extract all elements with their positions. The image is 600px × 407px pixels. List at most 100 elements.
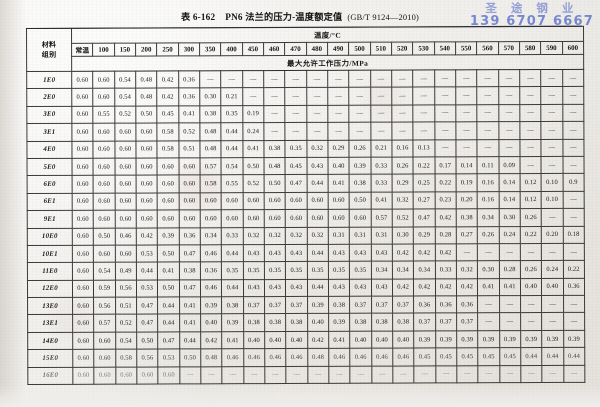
row-label-11E0: 11E0	[27, 262, 73, 281]
cell-11E0-500: 0.35	[349, 261, 372, 279]
cell-4E0-510: 0.21	[370, 139, 392, 158]
cell-12E0-300: 0.47	[179, 279, 201, 297]
cell-5E0-450: 0.50	[242, 157, 265, 176]
cell-14E0-460: 0.40	[264, 331, 287, 349]
cell-4E0-常温: 0.60	[71, 140, 94, 159]
table-row: 4E0 0.60 0.60 0.60 0.60 0.58 0.51 0.48 0.44 0.41 0…	[26, 138, 584, 159]
cell-9E1-570: 0.30	[498, 208, 521, 227]
cell-12E0-150: 0.56	[115, 279, 137, 298]
table-row: 10E1 0.60 0.60 0.60 0.53 0.50 0.47 0.46 0.44 0.43…	[27, 243, 585, 263]
table-title: 表 6-162 PN6 法兰的压力-温度额定值 (GB/T 9124—2010)	[0, 9, 600, 23]
cell-1E0-150: 0.54	[114, 71, 136, 89]
cell-4E0-570: —	[498, 139, 520, 157]
cell-13E1-300: 0.41	[179, 314, 201, 332]
cell-1E0-200: 0.48	[135, 70, 158, 89]
cell-3E0-510: —	[370, 104, 392, 123]
cell-2E0-350: 0.30	[199, 88, 222, 106]
cell-2E0-460: —	[263, 87, 286, 106]
cell-6E0-450: 0.52	[242, 174, 265, 193]
cell-6E1-250: 0.60	[157, 192, 179, 211]
cell-4E0-100: 0.60	[93, 140, 115, 159]
cell-15E0-560: 0.45	[477, 347, 500, 366]
cell-3E1-590: —	[541, 121, 563, 140]
cell-14E0-100: 0.60	[93, 332, 116, 350]
cell-14E0-490: 0.41	[328, 331, 350, 349]
cell-3E1-150: 0.60	[114, 123, 136, 141]
cell-5E0-570: 0.09	[498, 156, 520, 175]
cell-2E0-500: —	[348, 87, 371, 106]
cell-15E0-520: 0.46	[392, 348, 415, 366]
cell-10E1-510: 0.43	[370, 244, 393, 262]
row-label-13E1: 13E1	[27, 314, 73, 333]
cell-3E0-450: 0.19	[242, 105, 264, 123]
cell-1E0-530: —	[412, 69, 435, 88]
cell-6E1-490: 0.60	[328, 191, 350, 210]
cell-3E0-200: 0.50	[135, 105, 158, 124]
cell-3E1-480: —	[306, 122, 328, 140]
cell-12E0-590: 0.40	[541, 278, 564, 296]
cell-10E1-530: 0.42	[413, 243, 435, 262]
cell-9E1-600: —	[562, 208, 585, 226]
cell-6E1-510: 0.41	[370, 191, 393, 210]
column-header-250: 250	[156, 42, 179, 56]
table-row: 6E0 0.60 0.60 0.60 0.60 0.60 0.60 0.58 0.55 0.52 0…	[27, 173, 585, 194]
cell-12E0-460: 0.43	[264, 279, 286, 297]
row-label-9E1: 9E1	[27, 210, 73, 229]
cell-15E0-540: 0.45	[435, 348, 457, 366]
cell-3E1-350: 0.48	[199, 122, 222, 141]
cell-6E0-250: 0.60	[157, 175, 179, 193]
column-header-460: 460	[263, 42, 285, 56]
cell-14E0-590: 0.39	[541, 330, 564, 348]
cell-1E0-400: —	[220, 70, 243, 89]
cell-14E0-470: 0.40	[285, 331, 308, 349]
cell-6E1-560: 0.16	[477, 191, 499, 209]
cell-12E0-470: 0.43	[285, 279, 308, 297]
cell-6E0-470: 0.47	[285, 174, 307, 193]
cell-5E0-150: 0.60	[114, 158, 137, 176]
cell-10E0-300: 0.36	[178, 227, 201, 245]
row-label-6E0: 6E0	[27, 175, 73, 194]
column-header-480: 480	[306, 42, 328, 56]
cell-3E1-300: 0.52	[178, 123, 200, 141]
cell-13E1-560: —	[477, 313, 500, 331]
cell-6E1-300: 0.60	[178, 192, 201, 211]
cell-3E1-540: —	[434, 122, 456, 140]
cell-14E0-350: 0.42	[200, 331, 223, 350]
cell-6E0-580: 0.12	[519, 173, 542, 192]
cell-16E0-490: —	[328, 365, 351, 384]
cell-13E0-470: 0.37	[285, 296, 308, 314]
cell-10E1-570: —	[498, 243, 521, 261]
cell-14E0-560: 0.39	[477, 330, 500, 349]
cell-6E0-510: 0.33	[370, 174, 393, 192]
cell-16E0-300: —	[179, 366, 201, 384]
cell-12E0-400: 0.44	[221, 279, 244, 297]
column-header-590: 590	[540, 41, 563, 55]
cell-13E0-560: —	[477, 295, 500, 314]
table-row: 9E1 0.60 0.60 0.60 0.60 0.60 0.60 0.60 0.60 0.60 0…	[27, 208, 585, 229]
cell-10E0-520: 0.30	[392, 226, 414, 245]
cell-6E0-500: 0.38	[349, 174, 371, 192]
cell-5E0-300: 0.60	[178, 157, 201, 176]
cell-10E0-600: 0.18	[562, 225, 585, 244]
cell-14E0-200: 0.50	[136, 331, 159, 350]
cell-11E0-580: 0.26	[520, 260, 542, 279]
cell-4E0-480: 0.32	[306, 139, 328, 158]
cell-4E0-460: 0.38	[263, 140, 286, 158]
cell-15E0-100: 0.60	[94, 349, 116, 367]
table-row: 2E0 0.60 0.60 0.54 0.48 0.42 0.36 0.30 0.21— — — — —…	[26, 86, 584, 107]
cell-16E0-520: —	[392, 365, 415, 384]
row-label-14E0: 14E0	[27, 332, 73, 350]
cell-15E0-300: 0.50	[179, 349, 201, 367]
cell-6E0-570: 0.14	[498, 173, 521, 192]
cell-5E0-460: 0.48	[263, 157, 286, 175]
cell-9E1-590: —	[541, 208, 563, 227]
cell-10E0-常温: 0.60	[72, 227, 94, 246]
table-title-number: 表 6-162	[180, 12, 216, 22]
cell-5E0-510: 0.33	[370, 157, 392, 175]
cell-6E1-550: 0.20	[456, 191, 478, 209]
table-row: 13E0 0.60 0.56 0.51 0.47 0.44 0.41 0.39 0.38 0.37…	[27, 295, 585, 315]
cell-15E0-490: 0.46	[328, 348, 351, 366]
cell-4E0-400: 0.44	[221, 140, 243, 158]
cell-3E0-480: —	[306, 105, 328, 123]
